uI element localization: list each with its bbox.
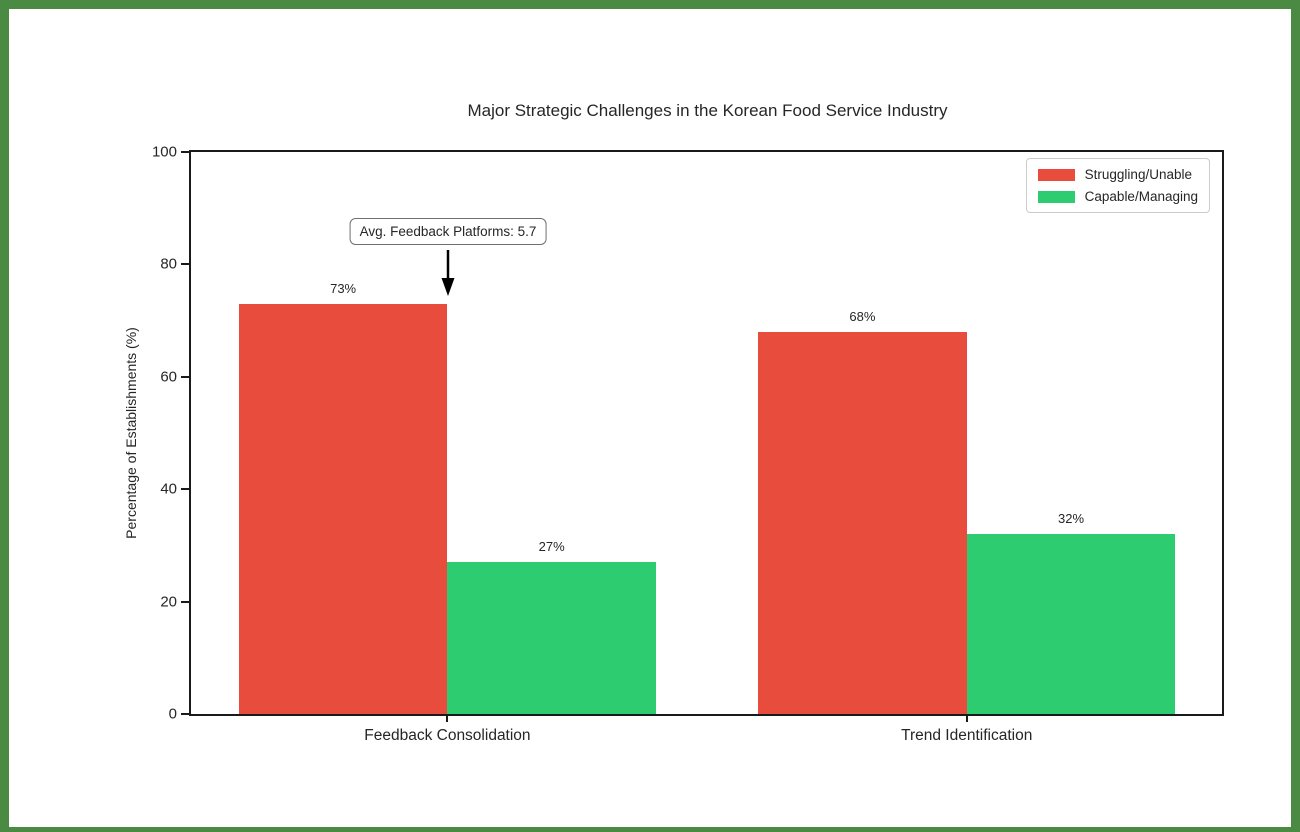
bar-capable-managing-0 <box>447 562 656 714</box>
legend-row-struggling: Struggling/Unable <box>1037 167 1198 182</box>
legend-label-capable: Capable/Managing <box>1084 189 1198 204</box>
chart-title: Major Strategic Challenges in the Korean… <box>467 101 948 120</box>
y-tick-label: 0 <box>168 705 177 723</box>
y-tick-mark <box>181 375 189 378</box>
bar-value-label: 68% <box>849 308 876 324</box>
bar-value-label: 32% <box>1057 511 1085 527</box>
y-tick-label: 100 <box>151 143 177 161</box>
y-tick-label: 20 <box>160 593 177 611</box>
y-tick-mark <box>181 713 189 715</box>
bar-value-label: 73% <box>330 280 357 296</box>
annotation-arrow <box>441 250 455 296</box>
plot-area: 73% 68% 27% 32% 0 20 40 60 80 100 Feedback Conso… <box>152 145 1224 744</box>
bar-value-label: 27% <box>538 539 565 555</box>
bar-capable-managing-1 <box>966 534 1176 714</box>
y-tick-label: 80 <box>160 255 177 273</box>
x-tick-label: Trend Identification <box>901 727 1033 744</box>
legend-label-struggling: Struggling/Unable <box>1084 167 1192 182</box>
annotation-box: Avg. Feedback Platforms: 5.7 <box>349 218 547 245</box>
legend-swatch-capable <box>1037 190 1075 203</box>
legend: Struggling/Unable Capable/Managing <box>1025 158 1210 213</box>
y-tick-mark <box>181 600 189 603</box>
y-tick-mark <box>181 263 189 266</box>
y-tick-label: 60 <box>160 368 177 386</box>
legend-swatch-struggling <box>1037 168 1075 181</box>
x-tick-mark <box>446 714 449 722</box>
y-tick-label: 40 <box>160 480 177 498</box>
bar-struggling-unable-0 <box>238 303 448 714</box>
y-tick-mark <box>181 151 189 153</box>
y-axis-label: Percentage of Establishments (%) <box>123 327 139 539</box>
legend-row-capable: Capable/Managing <box>1037 189 1198 204</box>
x-tick-mark <box>965 714 968 722</box>
y-tick-mark <box>181 488 189 491</box>
bar-struggling-unable-1 <box>758 331 967 714</box>
x-tick-label: Feedback Consolidation <box>364 727 531 744</box>
